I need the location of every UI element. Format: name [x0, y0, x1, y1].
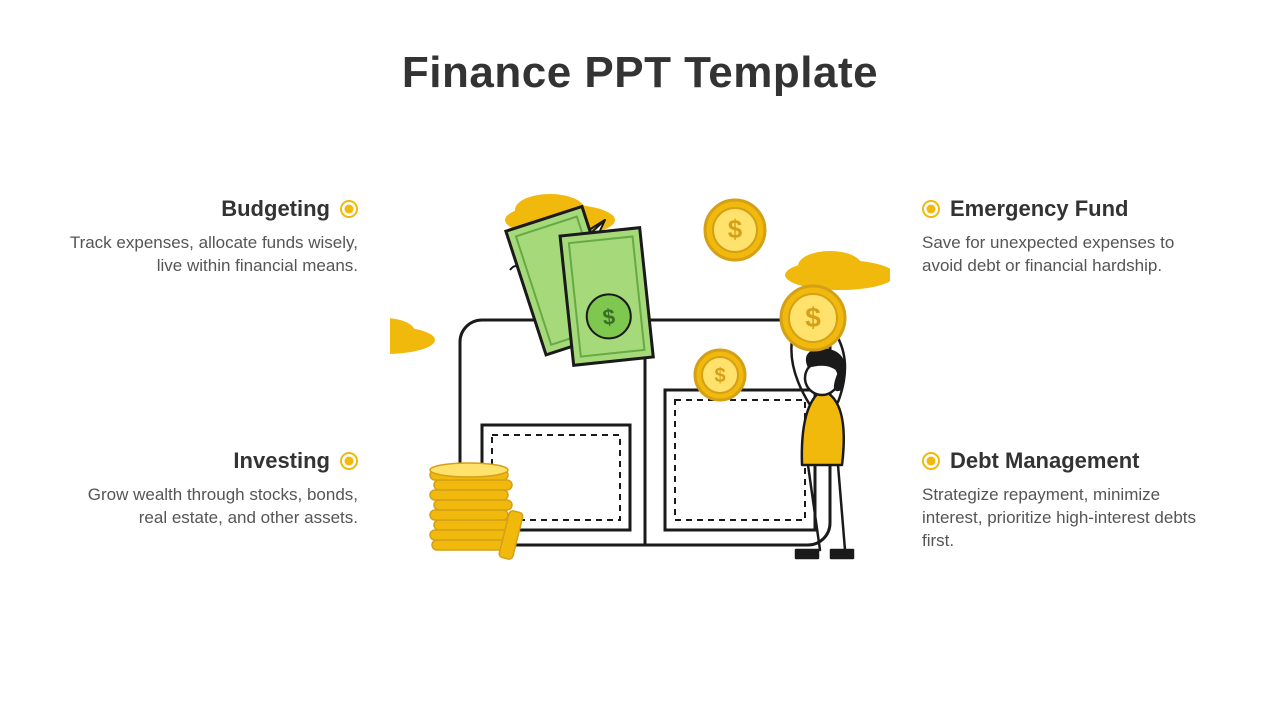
bullet-icon — [922, 200, 940, 218]
item-head: Emergency Fund — [922, 196, 1212, 222]
item-body: Save for unexpected expenses to avoid de… — [922, 232, 1212, 278]
item-head: Debt Management — [922, 448, 1212, 474]
item-title: Budgeting — [221, 196, 330, 222]
coin-icon: $ — [695, 350, 745, 400]
item-title: Investing — [233, 448, 330, 474]
bullet-icon — [340, 200, 358, 218]
finance-illustration: $ — [390, 190, 890, 590]
coin-icon: $ — [705, 200, 765, 260]
item-body: Grow wealth through stocks, bonds, real … — [68, 484, 358, 530]
bullet-icon — [922, 452, 940, 470]
cloud-icon — [785, 251, 890, 290]
item-body: Track expenses, allocate funds wisely, l… — [68, 232, 358, 278]
cloud-icon — [390, 318, 435, 354]
svg-text:$: $ — [805, 302, 821, 333]
item-title: Debt Management — [950, 448, 1139, 474]
svg-text:$: $ — [714, 365, 725, 387]
item-head: Budgeting — [68, 196, 358, 222]
item-body: Strategize repayment, minimize interest,… — [922, 484, 1212, 553]
svg-text:$: $ — [601, 304, 616, 330]
bullet-icon — [340, 452, 358, 470]
item-debt-management: Debt Management Strategize repayment, mi… — [922, 448, 1212, 553]
illustration-svg: $ — [390, 190, 890, 590]
item-emergency-fund: Emergency Fund Save for unexpected expen… — [922, 196, 1212, 278]
coin-icon: $ — [781, 286, 845, 350]
svg-text:$: $ — [728, 214, 743, 244]
item-investing: Investing Grow wealth through stocks, bo… — [68, 448, 358, 530]
item-budgeting: Budgeting Track expenses, allocate funds… — [68, 196, 358, 278]
item-title: Emergency Fund — [950, 196, 1128, 222]
slide: Finance PPT Template Budgeting Track exp… — [0, 0, 1280, 720]
slide-title: Finance PPT Template — [0, 48, 1280, 98]
item-head: Investing — [68, 448, 358, 474]
